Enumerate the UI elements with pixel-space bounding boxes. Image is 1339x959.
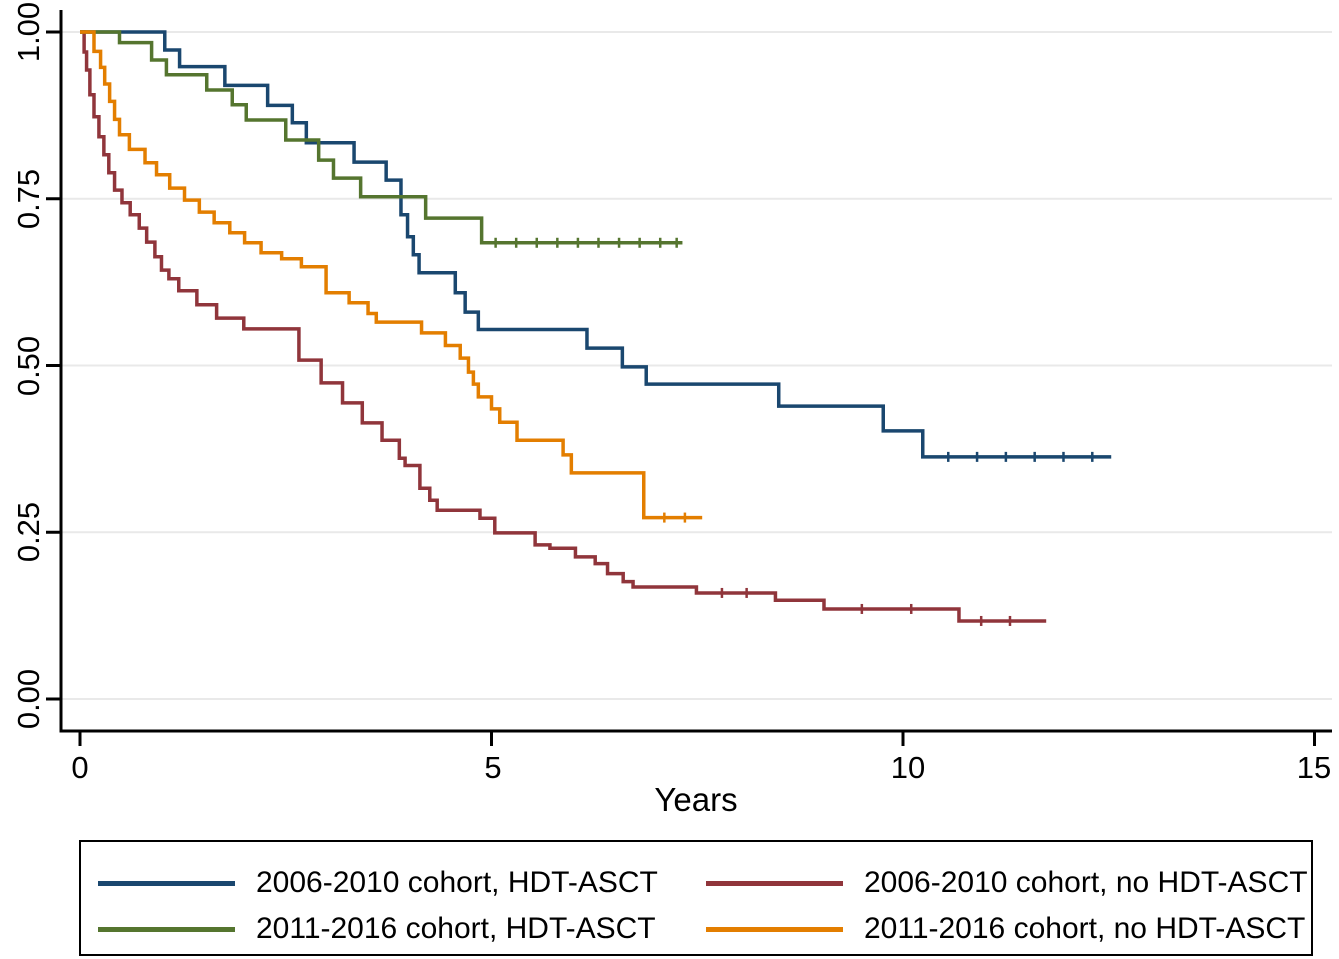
- y-tick-label-0.00: 0.00: [11, 668, 46, 730]
- y-tick-label-0.25: 0.25: [11, 501, 46, 563]
- legend: 2006-2010 cohort, HDT-ASCT 2006-2010 coh…: [79, 840, 1313, 956]
- gridlines: [62, 31, 1332, 700]
- y-tick-label-0.75: 0.75: [11, 168, 46, 230]
- axes: [59, 10, 1332, 733]
- curve-series-1: [80, 30, 1047, 623]
- legend-item-2011-2016-hdt-asct: 2011-2016 cohort, HDT-ASCT: [81, 906, 706, 952]
- legend-row-1: 2006-2010 cohort, HDT-ASCT 2006-2010 coh…: [81, 860, 1311, 906]
- legend-label: 2006-2010 cohort, HDT-ASCT: [256, 866, 658, 899]
- legend-line-maroon: [706, 880, 843, 886]
- curve-series-3: [80, 30, 703, 520]
- legend-item-2006-2010-hdt-asct: 2006-2010 cohort, HDT-ASCT: [81, 860, 706, 906]
- x-tick-label-10: 10: [890, 750, 926, 785]
- survival-curves: [80, 30, 1112, 626]
- x-tick-label-5: 5: [484, 750, 502, 785]
- legend-item-2006-2010-no-hdt-asct: 2006-2010 cohort, no HDT-ASCT: [706, 860, 1311, 906]
- axis-ticks: [46, 30, 1316, 746]
- legend-line-orange: [706, 926, 843, 932]
- legend-label: 2011-2016 cohort, HDT-ASCT: [256, 912, 656, 945]
- x-axis-title: Years: [654, 781, 738, 818]
- legend-label: 2011-2016 cohort, no HDT-ASCT: [864, 912, 1306, 945]
- legend-row-2: 2011-2016 cohort, HDT-ASCT 2011-2016 coh…: [81, 906, 1311, 952]
- legend-line-green: [98, 926, 235, 932]
- legend-line-navy: [98, 880, 235, 886]
- legend-item-2011-2016-no-hdt-asct: 2011-2016 cohort, no HDT-ASCT: [706, 906, 1311, 952]
- y-tick-label-0.50: 0.50: [11, 335, 46, 397]
- curve-series-0: [80, 30, 1112, 459]
- legend-label: 2006-2010 cohort, no HDT-ASCT: [864, 866, 1308, 899]
- curve-series-2: [80, 30, 683, 245]
- x-tick-label-0: 0: [71, 750, 89, 785]
- x-tick-label-15: 15: [1296, 750, 1332, 785]
- y-tick-label-1.00: 1.00: [11, 1, 46, 63]
